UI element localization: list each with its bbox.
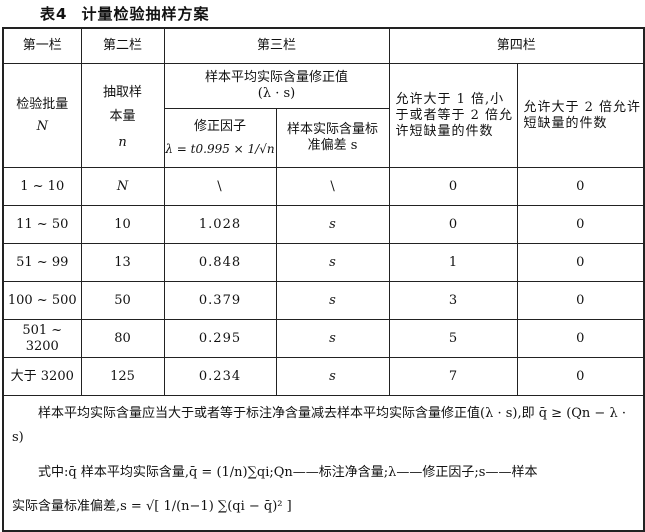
header-row: 第一栏 第二栏 第三栏 第四栏 — [2, 27, 645, 64]
table-row: 大于 3200 125 0.234 s 7 0 — [2, 357, 645, 396]
correction-header: 样本平均实际含量修正值 (λ · s) — [163, 63, 390, 109]
col2-header: 第二栏 — [80, 27, 165, 64]
table-caption: 计量检验抽样方案 — [81, 5, 210, 23]
count-1x-2x-cell: 0 — [388, 167, 518, 206]
sample-size-cell: N — [80, 167, 165, 206]
table-number: 表4 — [40, 5, 68, 23]
table-row: 501 ~ 3200 80 0.295 s 5 0 — [2, 319, 645, 358]
count-over-2x-cell: 0 — [516, 167, 645, 206]
std-dev-cell: s — [275, 281, 390, 320]
allow1-header: 允许大于 1 倍,小于或者等于 2 倍允许短缺量的件数 — [388, 63, 518, 168]
table-row: 100 ~ 500 50 0.379 s 3 0 — [2, 281, 645, 320]
sample-size-cell: 13 — [80, 243, 165, 282]
count-over-2x-cell: 0 — [516, 281, 645, 320]
factor-formula: λ = t0.995 × 1/√n — [165, 142, 275, 156]
count-1x-2x-cell: 5 — [388, 319, 518, 358]
notes: 样本平均实际含量应当大于或者等于标注净含量减去样本平均实际含量修正值(λ · s… — [2, 395, 645, 532]
count-1x-2x-cell: 1 — [388, 243, 518, 282]
table-row: 51 ~ 99 13 0.848 s 1 0 — [2, 243, 645, 282]
correction-factor-cell: \ — [163, 167, 277, 206]
stddev-header: 样本实际含量标准偏差 s — [275, 108, 390, 168]
std-dev-cell: \ — [275, 167, 390, 206]
correction-symbol: (λ · s) — [257, 86, 296, 101]
std-dev-cell: s — [275, 243, 390, 282]
note-line-2: 式中:q̄ 样本平均实际含量,q̄ = (1/n)∑qi;Qn——标注净含量;λ… — [38, 465, 538, 480]
sampling-plan-table: 第一栏 第二栏 第三栏 第四栏 检验批量 N 抽取样本量 n 样本平均实际含量修正值… — [2, 27, 645, 532]
table-row: 1 ~ 10 N \ \ 0 0 — [2, 167, 645, 206]
std-dev-cell: s — [275, 319, 390, 358]
correction-factor-cell: 0.848 — [163, 243, 277, 282]
table-title: 表4 计量检验抽样方案 — [40, 3, 223, 24]
count-1x-2x-cell: 0 — [388, 205, 518, 244]
lot-size-cell: 501 ~ 3200 — [2, 319, 82, 358]
sample-size-header: 抽取样本量 n — [80, 63, 165, 168]
lot-size-cell: 51 ~ 99 — [2, 243, 82, 282]
correction-factor-cell: 0.379 — [163, 281, 277, 320]
col4-header: 第四栏 — [388, 27, 645, 64]
sample-symbol: n — [118, 134, 127, 150]
allow2-header: 允许大于 2 倍允许短缺量的件数 — [516, 63, 645, 168]
correction-factor-cell: 1.028 — [163, 205, 277, 244]
table-row: 11 ~ 50 10 1.028 s 0 0 — [2, 205, 645, 244]
lot-size-cell: 1 ~ 10 — [2, 167, 82, 206]
factor-label: 修正因子 — [193, 119, 246, 134]
correction-label: 样本平均实际含量修正值 — [205, 70, 349, 85]
count-over-2x-cell: 0 — [516, 205, 645, 244]
std-dev-cell: s — [275, 357, 390, 396]
sample-size-cell: 125 — [80, 357, 165, 396]
count-1x-2x-cell: 3 — [388, 281, 518, 320]
lot-label: 检验批量 — [16, 96, 69, 112]
lot-size-cell: 大于 3200 — [2, 357, 82, 396]
std-dev-cell: s — [275, 205, 390, 244]
sample-size-cell: 10 — [80, 205, 165, 244]
col1-header: 第一栏 — [2, 27, 82, 64]
lot-size-header: 检验批量 N — [2, 63, 82, 168]
lot-size-cell: 100 ~ 500 — [2, 281, 82, 320]
lot-symbol: N — [36, 118, 48, 134]
sample-size-cell: 80 — [80, 319, 165, 358]
note-line-1: 样本平均实际含量应当大于或者等于标注净含量减去样本平均实际含量修正值(λ · s… — [12, 406, 626, 445]
correction-factor-cell: 0.295 — [163, 319, 277, 358]
col3-header: 第三栏 — [163, 27, 390, 64]
count-over-2x-cell: 0 — [516, 319, 645, 358]
count-1x-2x-cell: 7 — [388, 357, 518, 396]
correction-factor-cell: 0.234 — [163, 357, 277, 396]
lot-size-cell: 11 ~ 50 — [2, 205, 82, 244]
sample-size-cell: 50 — [80, 281, 165, 320]
note-line-3: 实际含量标准偏差,s = √[ 1/(n−1) ∑(qi − q̄)² ] — [12, 499, 292, 514]
count-over-2x-cell: 0 — [516, 243, 645, 282]
factor-header: 修正因子 λ = t0.995 × 1/√n — [163, 108, 277, 168]
count-over-2x-cell: 0 — [516, 357, 645, 396]
sample-label: 抽取样本量 — [102, 84, 142, 124]
